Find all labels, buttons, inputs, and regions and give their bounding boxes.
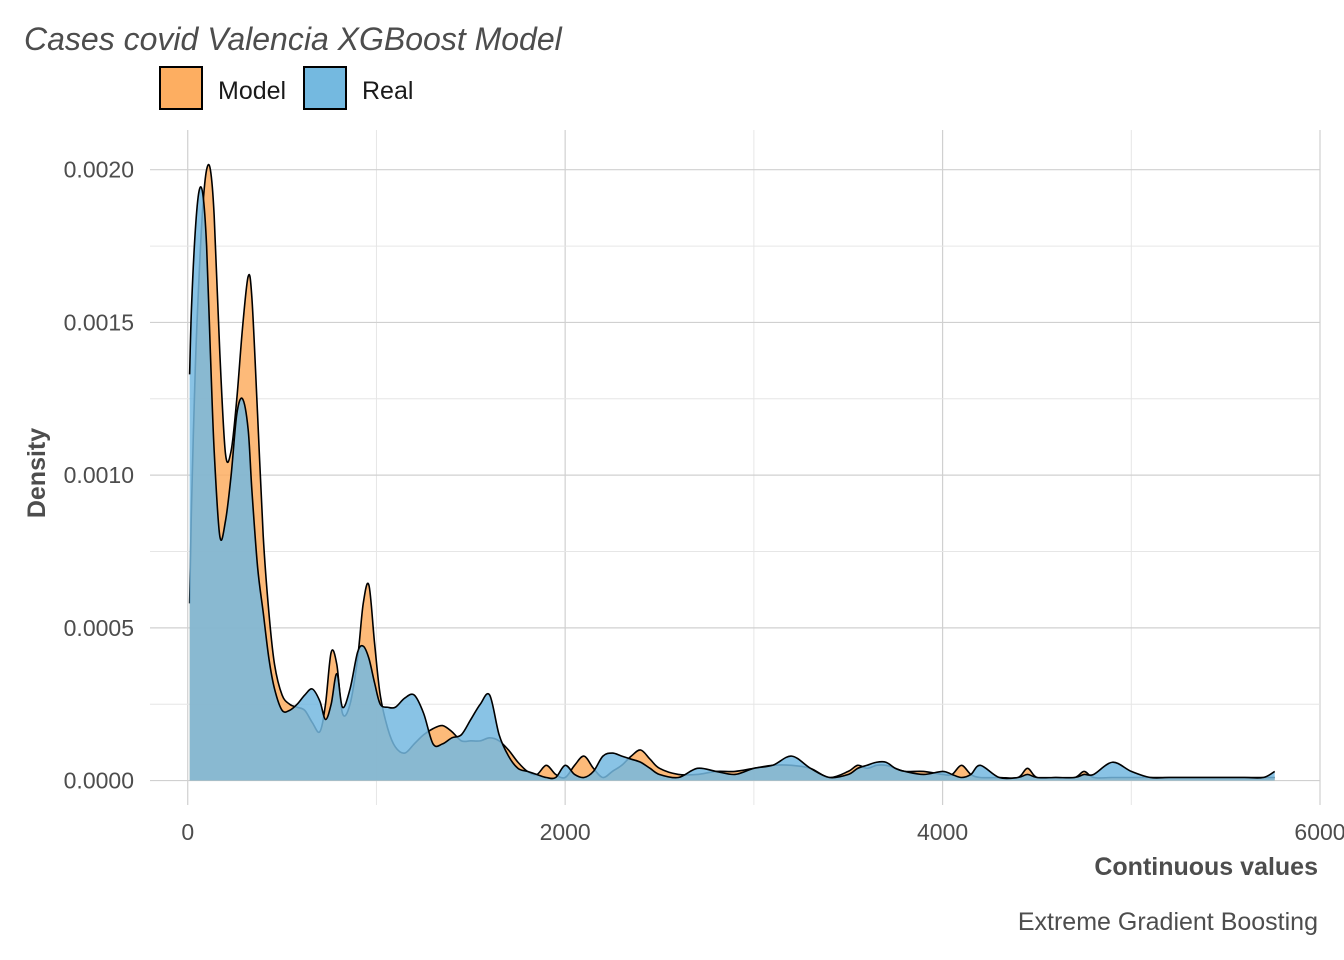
chart-title: Cases covid Valencia XGBoost Model <box>24 21 563 57</box>
x-tick-label: 6000 <box>1294 819 1344 845</box>
x-tick-label: 4000 <box>917 819 968 845</box>
chart-caption: Extreme Gradient Boosting <box>1018 908 1318 936</box>
y-tick-label: 0.0005 <box>64 615 134 641</box>
y-tick-label: 0.0010 <box>64 462 134 488</box>
density-areas <box>188 163 1276 781</box>
legend-swatch-real <box>303 66 347 110</box>
y-axis-title: Density <box>23 428 51 518</box>
real-density-outline <box>188 186 1276 780</box>
real-density-area <box>189 186 1275 781</box>
legend-swatch-model <box>159 66 203 110</box>
y-tick-label: 0.0020 <box>64 157 134 183</box>
x-axis-ticks: 0 2000 4000 6000 <box>181 819 1344 845</box>
legend: Model Real <box>159 66 413 110</box>
legend-label-model: Model <box>218 77 286 105</box>
x-axis-title: Continuous values <box>1094 853 1318 881</box>
y-tick-label: 0.0015 <box>64 309 134 335</box>
y-axis-ticks: 0.0000 0.0005 0.0010 0.0015 0.0020 <box>64 157 134 794</box>
y-tick-label: 0.0000 <box>64 768 134 794</box>
grid <box>150 130 1321 805</box>
legend-label-real: Real <box>362 77 413 105</box>
x-tick-label: 0 <box>181 819 194 845</box>
x-tick-label: 2000 <box>540 819 591 845</box>
